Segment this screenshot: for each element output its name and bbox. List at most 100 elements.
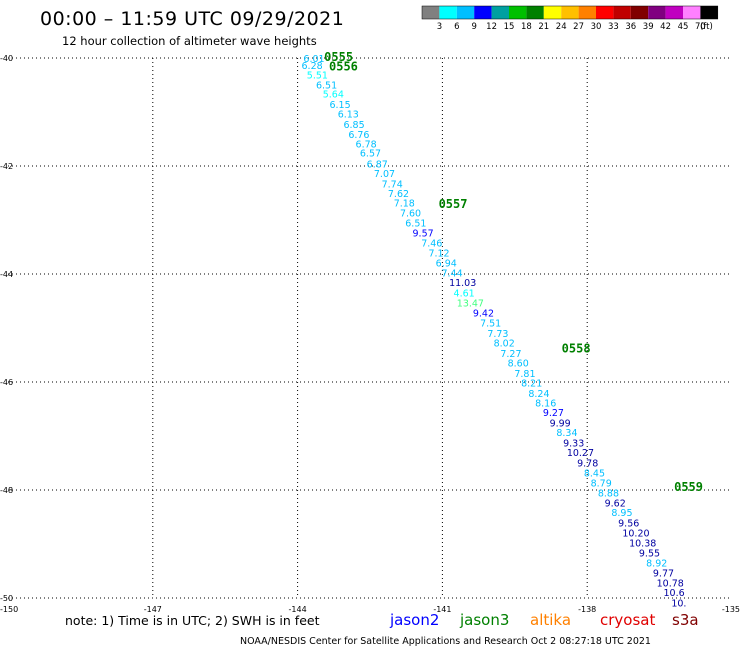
wave-height-value: 6.15 — [329, 100, 350, 111]
wave-height-value: 7.60 — [400, 208, 421, 219]
wave-height-value: 9.27 — [543, 408, 564, 419]
wave-height-value: 8.60 — [508, 359, 529, 370]
wave-height-value: 10. — [671, 598, 686, 609]
legend-label: 15 — [504, 22, 515, 32]
legend-label: 33 — [608, 22, 619, 32]
wave-height-value: 6.51 — [316, 80, 337, 91]
wave-height-value: 11.03 — [449, 278, 476, 289]
wave-height-value: 13.47 — [457, 299, 484, 310]
y-tick-label: -48 — [0, 486, 13, 495]
wave-height-value: 9.77 — [653, 569, 674, 580]
wave-height-value: 7.07 — [374, 169, 395, 180]
legend-swatch — [683, 6, 701, 19]
y-tick-label: -44 — [0, 270, 13, 279]
x-tick-label: -147 — [144, 605, 162, 614]
wave-height-value: 9.78 — [577, 458, 598, 469]
legend-label: 45 — [678, 22, 689, 32]
legend-label: 9 — [471, 22, 476, 32]
legend-swatch — [422, 6, 440, 19]
legend-swatch — [578, 6, 596, 19]
wave-height-value: 6.13 — [338, 110, 359, 121]
legend-label: 21 — [538, 22, 549, 32]
wave-height-value: 9.55 — [639, 549, 660, 560]
legend-label: 18 — [521, 22, 532, 32]
wave-height-value: 9.57 — [413, 228, 434, 239]
wave-height-value: 7.27 — [500, 349, 521, 360]
wave-height-value: 5.51 — [307, 71, 328, 82]
legend-swatch — [439, 6, 457, 19]
x-tick-label: -135 — [722, 605, 740, 614]
y-tick-label: -42 — [0, 162, 13, 171]
wave-height-value: 8.24 — [528, 389, 549, 400]
wave-height-value: 9.56 — [618, 518, 639, 529]
wave-height-value: 7.18 — [394, 199, 415, 210]
lat-lon-grid — [8, 57, 732, 599]
satellite-name-s3a: s3a — [672, 611, 699, 629]
wave-height-value: 8.45 — [584, 469, 605, 480]
wave-height-value: 6.87 — [367, 159, 388, 170]
wave-height-value: 10.6 — [664, 588, 685, 599]
wave-height-value: 8.34 — [556, 428, 577, 439]
legend-swatch — [456, 6, 475, 19]
wave-height-value: 6.57 — [360, 149, 381, 160]
legend-swatch — [526, 6, 544, 19]
legend-frame — [421, 5, 719, 20]
legend-label: 42 — [660, 22, 671, 32]
wave-height-value: 10.38 — [629, 538, 656, 549]
wave-height-value: 8.21 — [521, 379, 542, 390]
wave-height-value: 8.16 — [535, 399, 556, 410]
legend-swatch — [474, 6, 492, 19]
wave-height-value: 6.76 — [348, 130, 369, 141]
wave-height-value: 6.28 — [302, 61, 323, 72]
wave-height-value: 7.74 — [382, 179, 403, 190]
wave-height-value: 8.92 — [646, 558, 667, 569]
axis-ticks: -150 -147 -144 -141 -138 -135 -40 -42 -44 -46 -48 -… — [0, 54, 740, 614]
satellite-name-cryosat: cryosat — [600, 611, 655, 629]
wave-height-value: 9.62 — [605, 498, 626, 509]
wave-height-value: 10.78 — [657, 578, 684, 589]
legend-swatch — [630, 6, 649, 19]
x-tick-label: -138 — [578, 605, 596, 614]
pass-time-label: 0557 — [439, 197, 468, 211]
wave-height-value: 7.73 — [487, 329, 508, 340]
y-tick-label: -46 — [0, 378, 13, 387]
wave-height-value: 9.33 — [563, 438, 584, 449]
legend-swatch — [665, 6, 683, 19]
wave-height-value: 8.02 — [494, 339, 515, 350]
legend-swatch — [543, 6, 562, 19]
legend-label: 12 — [486, 22, 497, 32]
legend-swatch — [561, 6, 579, 19]
legend-swatch — [509, 6, 527, 19]
wave-height-value: 6.51 — [405, 219, 426, 230]
satellite-name-altika: altika — [530, 611, 571, 629]
pass-time-label: 0555 — [324, 50, 353, 64]
wave-height-value: 6.78 — [356, 139, 377, 150]
pass-time-label: 0558 — [562, 342, 591, 356]
wave-height-value: 9.42 — [473, 308, 494, 319]
legend-swatch — [613, 6, 631, 19]
map-subtitle: 12 hour collection of altimeter wave hei… — [62, 34, 317, 48]
wave-height-value: 6.01 — [303, 54, 324, 65]
legend-label: 27 — [573, 22, 584, 32]
pass-time-label: 0559 — [674, 480, 703, 494]
wave-height-value: 7.81 — [514, 369, 535, 380]
wave-height-value: 10.20 — [622, 529, 649, 540]
wave-height-value: 5.64 — [323, 90, 344, 101]
wave-height-value: 7.46 — [421, 239, 442, 250]
legend-swatch — [648, 6, 666, 19]
wave-height-value: 7.51 — [480, 319, 501, 330]
wave-height-value: 7.44 — [441, 268, 462, 279]
wave-height-value: 10.27 — [567, 448, 594, 459]
legend-label: 70 — [695, 22, 706, 32]
wave-height-readings: 6.016.285.516.515.646.156.136.856.766.78… — [302, 54, 687, 609]
map-title: 00:00 – 11:59 UTC 09/29/2021 — [40, 8, 344, 30]
wave-height-value: 7.62 — [388, 189, 409, 200]
satellite-name-jason2: jason2 — [389, 611, 439, 629]
legend-label: 36 — [625, 22, 636, 32]
legend-swatch — [491, 6, 509, 19]
legend-unit: (ft) — [700, 22, 713, 32]
legend-label: 39 — [643, 22, 654, 32]
x-tick-label: -144 — [289, 605, 307, 614]
footer-note: note: 1) Time is in UTC; 2) SWH is in fe… — [65, 613, 320, 628]
